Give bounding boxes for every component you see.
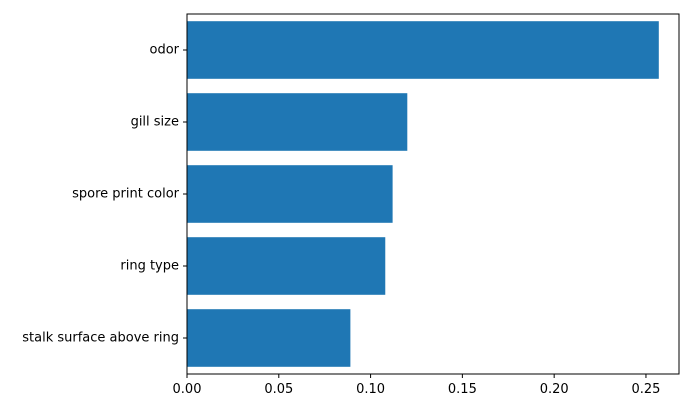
y-tick-label: spore print color	[72, 187, 180, 202]
plot-frame	[186, 13, 680, 375]
bar-stalk-surface-above-ring	[187, 309, 351, 367]
bar-spore-print-color	[187, 165, 393, 223]
x-tick-label: 0.05	[264, 382, 293, 397]
x-tick-label: 0.20	[540, 382, 569, 397]
x-tick-label: 0.00	[173, 382, 202, 397]
x-ticks-group: 0.00 0.05 0.10 0.15 0.20 0.25	[173, 374, 660, 397]
bar-odor	[187, 21, 659, 79]
y-ticks-group: odor gill size spore print color ring type s…	[22, 43, 187, 346]
bar-ring-type	[187, 237, 386, 295]
bars-group	[187, 21, 659, 367]
y-tick-label: odor	[149, 43, 179, 58]
y-tick-label: gill size	[131, 115, 179, 130]
y-tick-label: stalk surface above ring	[22, 331, 179, 346]
bar-gill-size	[187, 93, 408, 151]
x-tick-label: 0.25	[631, 382, 660, 397]
x-tick-label: 0.10	[356, 382, 385, 397]
y-tick-label: ring type	[120, 259, 179, 274]
x-tick-label: 0.15	[448, 382, 477, 397]
